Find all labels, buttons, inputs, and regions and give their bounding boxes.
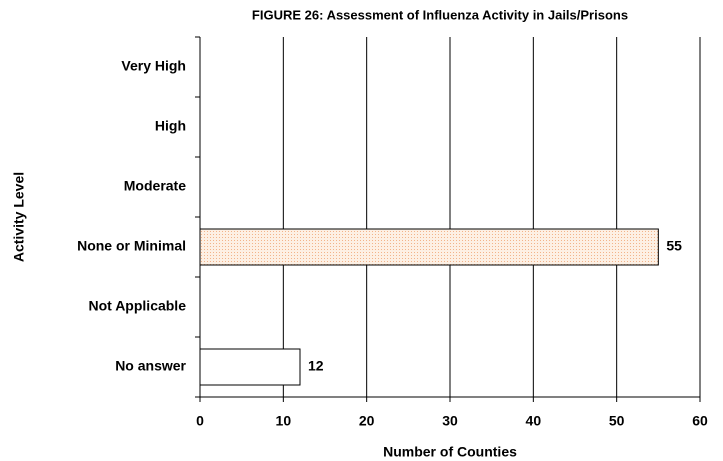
- x-tick-label: 20: [359, 413, 375, 429]
- bar: [199, 348, 301, 386]
- y-tick-label: None or Minimal: [77, 238, 186, 254]
- x-tick-label: 40: [526, 413, 542, 429]
- x-tick-label: 50: [609, 413, 625, 429]
- x-tick-label: 60: [692, 413, 708, 429]
- y-tick-label: High: [155, 118, 186, 134]
- chart-title: FIGURE 26: Assessment of Influenza Activ…: [252, 7, 628, 22]
- y-tick-label: Not Applicable: [89, 298, 187, 314]
- y-tick-label: Moderate: [124, 178, 186, 194]
- x-tick-label: 10: [276, 413, 292, 429]
- x-tick-label: 0: [196, 413, 204, 429]
- y-axis-title: Activity Level: [11, 172, 27, 262]
- value-label: 55: [666, 238, 682, 254]
- value-label: 12: [308, 358, 324, 374]
- y-tick-label: No answer: [115, 358, 186, 374]
- x-tick-label: 30: [442, 413, 458, 429]
- x-axis-title: Number of Counties: [383, 444, 517, 460]
- y-tick-label: Very High: [121, 58, 186, 74]
- bar: [199, 228, 659, 266]
